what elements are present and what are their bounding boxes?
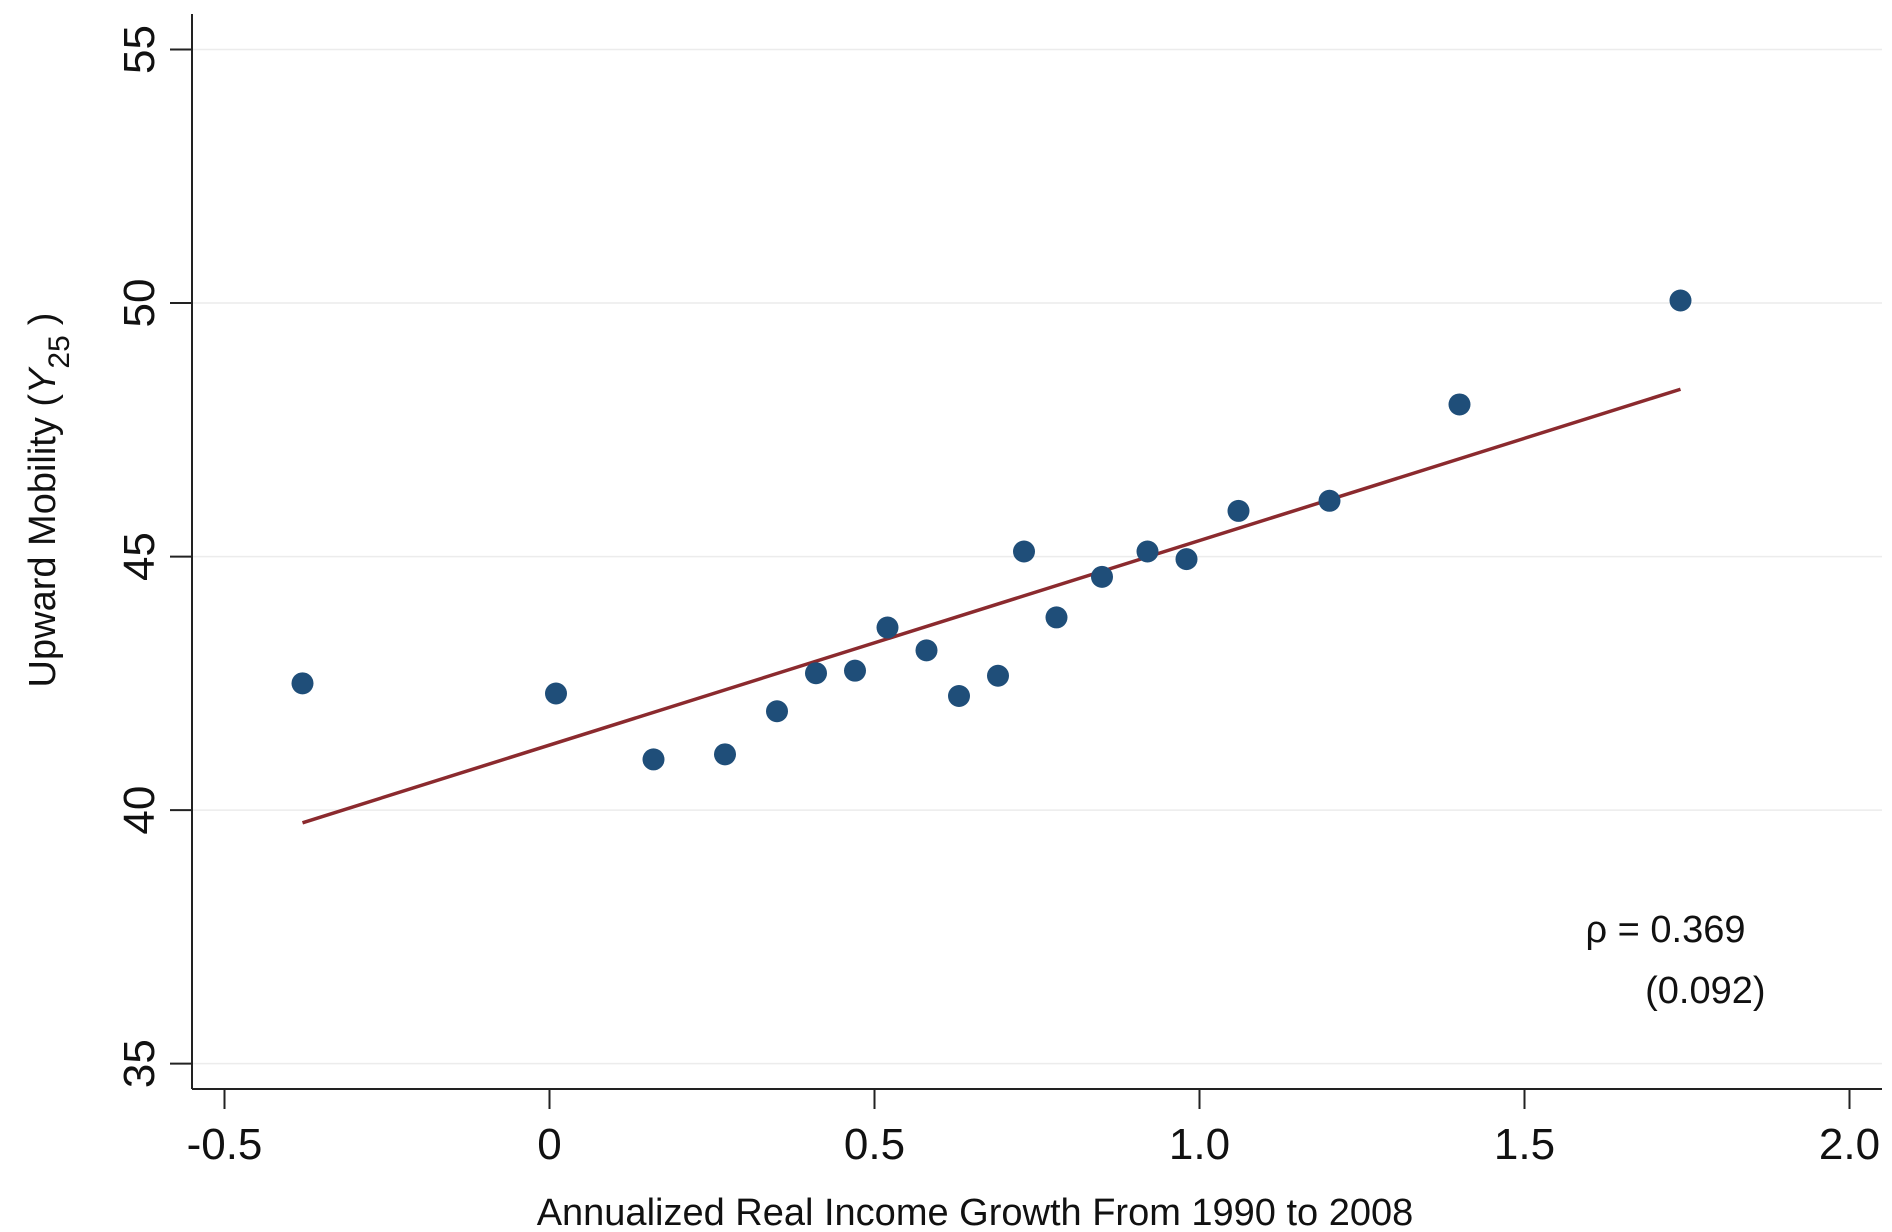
x-tick-label: 0.5: [844, 1120, 905, 1169]
x-tick-label: -0.5: [187, 1120, 263, 1169]
data-point: [1318, 489, 1341, 512]
data-point: [1091, 565, 1113, 588]
x-ticks: -0.5 0 0.5 1.0 1.5 2.0: [187, 1089, 1880, 1169]
correlation-label: ρ = 0.369: [1585, 909, 1745, 951]
y-tick-label: 50: [115, 279, 164, 328]
data-point: [1013, 540, 1035, 563]
data-point: [948, 685, 970, 708]
x-tick-label: 0: [537, 1120, 561, 1169]
data-point: [714, 743, 736, 766]
data-point: [987, 664, 1009, 687]
y-axis-title-prefix: Upward Mobility (: [22, 394, 64, 688]
y-axis-title: Upward Mobility (Y25): [22, 313, 76, 688]
x-tick-label: 1.5: [1494, 1120, 1555, 1169]
y-tick-label: 45: [115, 532, 164, 581]
y-axis-title-suffix: ): [22, 313, 64, 326]
data-point: [876, 616, 899, 639]
y-axis-title-subscript: 25: [43, 335, 76, 368]
x-axis-title: Annualized Real Income Growth From 1990 …: [537, 1192, 1414, 1232]
x-tick-label: 2.0: [1819, 1120, 1880, 1169]
data-point: [915, 639, 938, 662]
x-tick-label: 1.0: [1169, 1120, 1230, 1169]
fit-line: [301, 387, 1682, 825]
y-axis: 35 40 45 50 55: [115, 14, 193, 1089]
data-point: [766, 700, 788, 723]
data-point: [291, 672, 314, 695]
gridlines: [192, 48, 1882, 1065]
fit-line-layer: [301, 387, 1682, 825]
y-axis-title-var: Y: [22, 366, 64, 394]
y-tick-label: 35: [115, 1039, 164, 1088]
data-point: [1448, 393, 1471, 416]
data-point: [1669, 289, 1692, 312]
data-point: [545, 682, 567, 705]
data-point: [1045, 606, 1068, 629]
y-tick-label: 55: [115, 25, 164, 74]
data-points: [291, 289, 1692, 771]
y-tick-label: 40: [115, 786, 164, 835]
y-ticks: 35 40 45 50 55: [115, 25, 192, 1088]
data-point: [642, 748, 665, 771]
data-point: [1175, 548, 1198, 571]
x-axis: -0.5 0 0.5 1.0 1.5 2.0: [187, 1088, 1882, 1169]
data-point: [805, 662, 827, 685]
data-point: [844, 659, 866, 682]
standard-error-label: (0.092): [1645, 970, 1765, 1012]
data-point: [1227, 499, 1250, 522]
data-point: [1136, 540, 1159, 563]
